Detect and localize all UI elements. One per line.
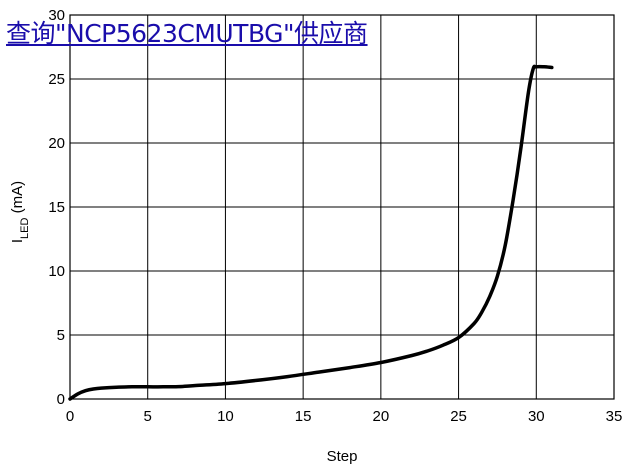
- x-tick-label: 30: [528, 408, 545, 425]
- x-tick-labels: 0 5 10 15 20 25 30 35: [66, 408, 623, 425]
- y-tick-label: 0: [57, 391, 65, 408]
- x-axis-label: Step: [327, 448, 358, 465]
- x-tick-label: 5: [144, 408, 152, 425]
- supplier-search-link[interactable]: 查询"NCP5623CMUTBG"供应商: [6, 19, 368, 48]
- y-axis-label: ILED (mA): [9, 181, 31, 243]
- y-axis-label-subscript: LED: [19, 217, 31, 238]
- y-tick-label: 5: [57, 327, 65, 344]
- x-tick-label: 15: [295, 408, 312, 425]
- series-group: [68, 64, 554, 401]
- y-tick-label: 30: [48, 7, 65, 24]
- x-tick-label: 10: [217, 408, 234, 425]
- y-tick-label: 25: [48, 71, 65, 88]
- y-tick-label: 10: [48, 263, 65, 280]
- series-line: [68, 64, 554, 401]
- plot-frame: [69, 14, 615, 400]
- x-tick-label: 25: [450, 408, 467, 425]
- y-tick-label: 20: [48, 135, 65, 152]
- x-tick-label: 0: [66, 408, 74, 425]
- y-axis-label-main: I: [9, 239, 26, 243]
- y-tick-labels: 0 5 10 15 20 25 30: [48, 7, 65, 408]
- x-tick-label: 35: [606, 408, 623, 425]
- y-axis-label-unit: (mA): [9, 181, 26, 218]
- x-tick-label: 20: [373, 408, 390, 425]
- y-tick-label: 15: [48, 199, 65, 216]
